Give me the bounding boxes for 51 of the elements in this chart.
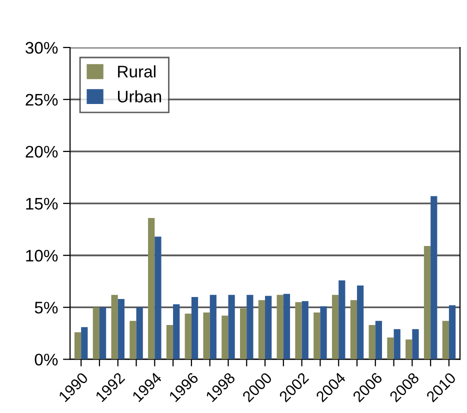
bar bbox=[74, 332, 82, 360]
bar bbox=[276, 294, 284, 360]
bar bbox=[283, 294, 290, 360]
bar bbox=[246, 294, 254, 360]
bar bbox=[295, 302, 302, 360]
y-tick-label: 20% bbox=[26, 146, 58, 158]
bar bbox=[136, 307, 143, 360]
bar bbox=[302, 301, 308, 360]
bar bbox=[338, 280, 346, 360]
bar bbox=[166, 325, 174, 360]
y-tick-label: 5% bbox=[34, 302, 58, 314]
bar bbox=[222, 316, 228, 360]
bar bbox=[154, 236, 162, 360]
bar bbox=[258, 300, 266, 360]
bar bbox=[368, 325, 376, 360]
bar bbox=[442, 320, 449, 360]
bar bbox=[210, 294, 216, 360]
bar bbox=[424, 246, 431, 360]
bar bbox=[350, 300, 357, 360]
bar bbox=[111, 294, 118, 360]
bar bbox=[173, 304, 180, 360]
bar bbox=[320, 306, 327, 360]
bar bbox=[375, 320, 382, 360]
bar bbox=[265, 296, 272, 360]
bar bbox=[118, 299, 124, 360]
bar bbox=[228, 294, 235, 360]
bar bbox=[92, 307, 100, 360]
bar bbox=[191, 296, 198, 360]
bar bbox=[148, 218, 155, 360]
bar bbox=[240, 308, 247, 360]
bar bbox=[387, 337, 394, 360]
y-tick-label: 15% bbox=[26, 198, 58, 210]
y-tick-label: 30% bbox=[26, 42, 58, 54]
bar bbox=[203, 312, 210, 360]
bar bbox=[412, 329, 419, 360]
bar bbox=[332, 294, 339, 360]
bar bbox=[356, 286, 364, 360]
bar bbox=[394, 329, 400, 360]
bar bbox=[314, 312, 320, 360]
y-tick-label: 25% bbox=[26, 94, 58, 106]
bar bbox=[448, 305, 456, 360]
bar bbox=[184, 314, 192, 360]
legend-label: Rural bbox=[118, 65, 156, 78]
y-tick-label: 0% bbox=[34, 354, 58, 366]
legend-label: Urban bbox=[118, 90, 162, 102]
bar bbox=[99, 307, 106, 360]
y-tick-label: 10% bbox=[26, 250, 58, 262]
bar bbox=[406, 340, 412, 360]
bar bbox=[430, 196, 438, 360]
bar bbox=[130, 320, 136, 360]
bar bbox=[81, 327, 88, 360]
